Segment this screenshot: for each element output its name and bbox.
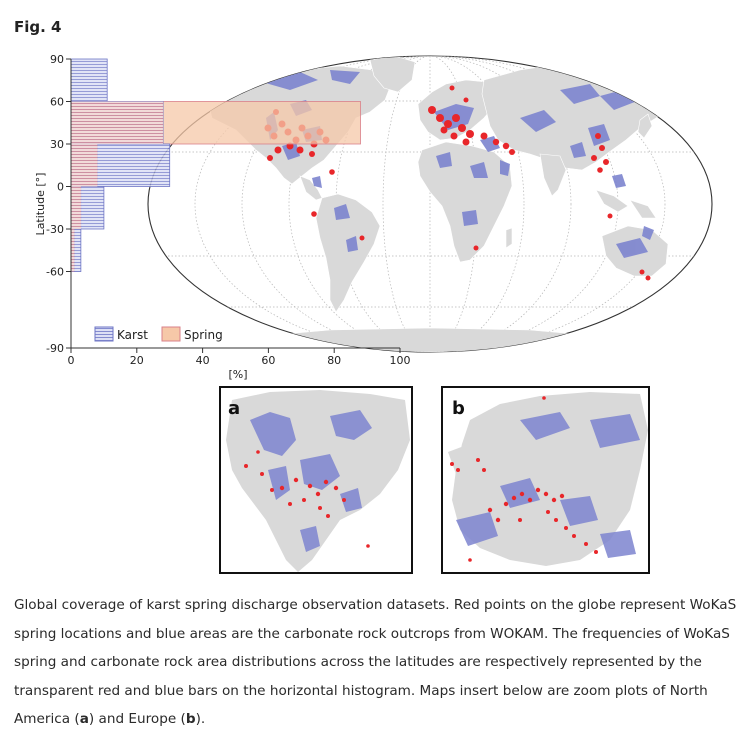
caption-text: Global coverage of karst spring discharg… xyxy=(14,597,737,727)
karst-bar xyxy=(70,58,108,102)
inset-europe: b xyxy=(441,386,650,574)
y-tick-label: 60 xyxy=(50,96,64,109)
x-tick-label: 60 xyxy=(261,354,275,367)
spring-bar-overlap xyxy=(71,144,98,187)
caption-ref-a: a xyxy=(79,711,89,727)
y-axis-ticks: 90 60 30 0 -30 -60 -90 xyxy=(46,53,71,355)
caption-text-end: ). xyxy=(195,711,206,727)
y-tick-label: 30 xyxy=(50,138,64,151)
x-axis-ticks: 0 20 40 60 80 100 xyxy=(68,348,411,367)
x-tick-label: 80 xyxy=(327,354,341,367)
x-tick-label: 40 xyxy=(196,354,210,367)
y-tick-label: 90 xyxy=(50,53,64,66)
spring-bar-overlap xyxy=(71,229,75,272)
figure-label: Fig. 4 xyxy=(14,18,62,36)
y-tick-label: 0 xyxy=(57,181,64,194)
histogram-bars xyxy=(70,58,361,272)
caption-text-mid: ) and Europe ( xyxy=(88,711,186,727)
inset-a-label: a xyxy=(228,398,240,419)
latitude-histogram: 90 60 30 0 -30 -60 -90 0 20 40 60 80 100 Latitude [… xyxy=(34,53,411,381)
legend-spring-label: Spring xyxy=(184,328,223,342)
legend-karst-swatch xyxy=(94,326,114,342)
x-axis-unit: [%] xyxy=(228,368,247,381)
y-tick-label: -90 xyxy=(46,342,64,355)
inset-b-label: b xyxy=(452,398,465,419)
x-tick-label: 0 xyxy=(68,354,75,367)
legend: Karst Spring xyxy=(94,326,223,342)
x-tick-label: 20 xyxy=(130,354,144,367)
figure-caption: Global coverage of karst spring discharg… xyxy=(14,591,742,734)
inset-north-america: a xyxy=(219,386,413,574)
spring-bar-overlap xyxy=(71,186,81,229)
y-tick-label: -60 xyxy=(46,266,64,279)
y-axis-title: Latitude [°] xyxy=(34,173,47,236)
y-tick-label: -30 xyxy=(46,223,64,236)
spring-bar-overlap xyxy=(71,101,164,144)
world-map xyxy=(147,55,713,353)
x-tick-label: 100 xyxy=(390,354,411,367)
figure-graphic: 90 60 30 0 -30 -60 -90 0 20 40 60 80 100 Latitude [… xyxy=(34,53,713,574)
caption-ref-b: b xyxy=(185,711,196,727)
legend-spring-swatch xyxy=(161,326,181,342)
legend-karst-label: Karst xyxy=(117,328,148,342)
